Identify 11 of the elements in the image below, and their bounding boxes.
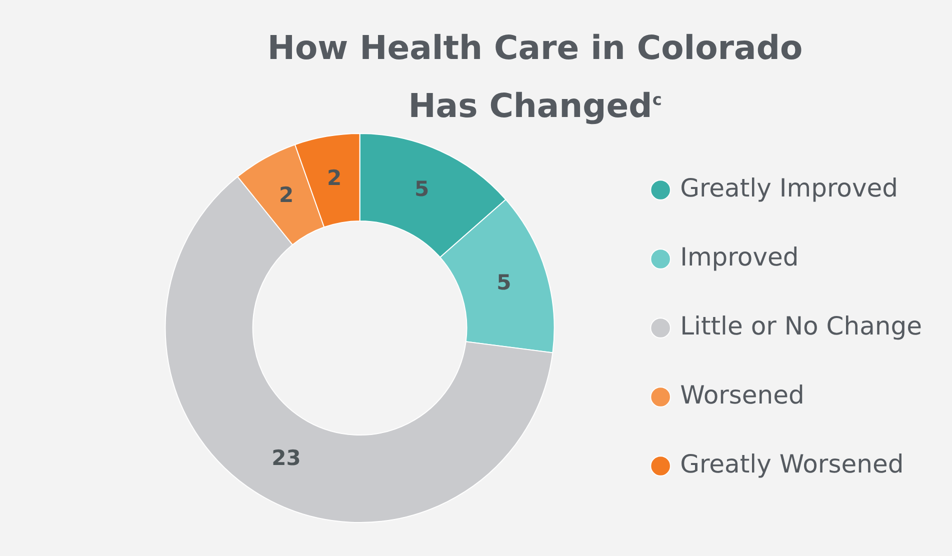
legend-label: Worsened <box>680 380 804 410</box>
legend-label: Improved <box>680 242 799 272</box>
legend-label: Greatly Worsened <box>680 450 904 478</box>
data-label: 23 <box>272 446 301 470</box>
data-label: 2 <box>326 166 342 190</box>
chart-title: How Health Care in Colorado Has Changed$^{c}$ <box>266 27 804 127</box>
legend-label: Little or No Change <box>680 312 922 340</box>
data-label: 2 <box>278 182 294 207</box>
data-label: 5 <box>414 177 430 202</box>
data-label: 5 <box>496 270 512 294</box>
legend-label: Greatly Improved <box>680 174 898 202</box>
